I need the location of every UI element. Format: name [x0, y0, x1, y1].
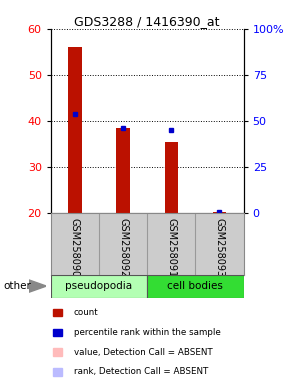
Text: GSM258092: GSM258092 — [118, 218, 128, 277]
Text: percentile rank within the sample: percentile rank within the sample — [74, 328, 221, 337]
Text: GSM258090: GSM258090 — [70, 218, 80, 277]
Bar — [68, 47, 81, 213]
Bar — [53, 348, 62, 356]
Bar — [147, 275, 244, 298]
Text: GSM258091: GSM258091 — [166, 218, 176, 277]
Bar — [53, 368, 62, 376]
Text: pseudopodia: pseudopodia — [66, 281, 133, 291]
Text: GSM258093: GSM258093 — [215, 218, 224, 277]
Bar — [116, 128, 130, 213]
Text: other: other — [3, 281, 31, 291]
Bar — [53, 309, 62, 316]
Bar — [213, 212, 226, 213]
Bar — [53, 329, 62, 336]
Polygon shape — [29, 280, 46, 292]
Bar — [51, 275, 147, 298]
Text: rank, Detection Call = ABSENT: rank, Detection Call = ABSENT — [74, 367, 208, 376]
Bar — [164, 142, 178, 213]
Title: GDS3288 / 1416390_at: GDS3288 / 1416390_at — [75, 15, 220, 28]
Text: count: count — [74, 308, 99, 317]
Text: cell bodies: cell bodies — [167, 281, 223, 291]
Text: value, Detection Call = ABSENT: value, Detection Call = ABSENT — [74, 348, 213, 357]
